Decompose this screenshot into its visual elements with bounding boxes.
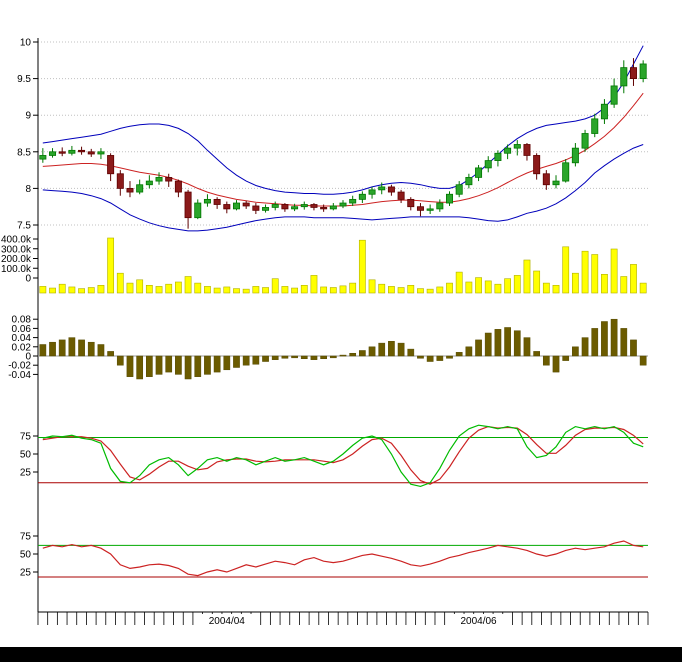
y-tick-label: 0 xyxy=(25,352,31,363)
y-tick-label: 75 xyxy=(20,432,32,443)
y-tick-label: 100.0k xyxy=(1,264,32,275)
slow-oscillator-panel xyxy=(38,540,648,578)
y-tick-label: 7.5 xyxy=(17,221,31,232)
y-tick-label: 0.06 xyxy=(12,324,32,335)
y-tick-label: 0.08 xyxy=(12,315,32,326)
y-tick-label: 0.04 xyxy=(12,333,32,344)
macd-panel xyxy=(38,318,648,380)
y-tick-label: 50 xyxy=(20,550,32,561)
bottom-black-bar xyxy=(0,647,682,662)
stochastic-d-line xyxy=(42,425,644,485)
y-tick-label: 300.0k xyxy=(1,244,32,255)
y-tick-label: 8 xyxy=(25,184,31,195)
y-tick-label: 8.5 xyxy=(17,147,31,158)
y-tick-label: 0.02 xyxy=(12,342,32,353)
candlestick-series xyxy=(39,58,647,229)
y-tick-label: 9.5 xyxy=(17,74,31,85)
volume-panel xyxy=(39,237,647,294)
stochastic-panel xyxy=(38,424,648,488)
x-axis: 2004/04 2004/06 xyxy=(37,611,649,627)
y-axis: 109.598.587.5400.0k300.0k200.0k100.0k00.… xyxy=(1,38,39,612)
y-tick-label: 25 xyxy=(20,568,32,579)
x-axis-date-label: 2004/06 xyxy=(460,616,497,627)
bollinger-upper-line xyxy=(42,45,644,195)
y-tick-label: 200.0k xyxy=(1,254,32,265)
price-gridlines xyxy=(38,41,648,226)
y-tick-label: 400.0k xyxy=(1,235,32,246)
y-tick-label: 0 xyxy=(25,274,31,285)
y-tick-label: -0.02 xyxy=(8,361,31,372)
y-tick-label: 10 xyxy=(20,38,32,49)
price-panel xyxy=(39,45,647,232)
slow-oscillator-r-line xyxy=(42,540,644,577)
y-tick-label: 50 xyxy=(20,450,32,461)
y-tick-label: 25 xyxy=(20,468,32,479)
x-axis-date-label: 2004/04 xyxy=(209,616,246,627)
bollinger-lower-line xyxy=(42,144,644,232)
multi-panel-stock-chart: 109.598.587.5400.0k300.0k200.0k100.0k00.… xyxy=(1,38,649,627)
y-tick-label: -0.04 xyxy=(8,370,31,381)
y-tick-label: 75 xyxy=(20,532,32,543)
y-tick-label: 9 xyxy=(25,111,31,122)
stochastic-k-line xyxy=(42,424,644,488)
